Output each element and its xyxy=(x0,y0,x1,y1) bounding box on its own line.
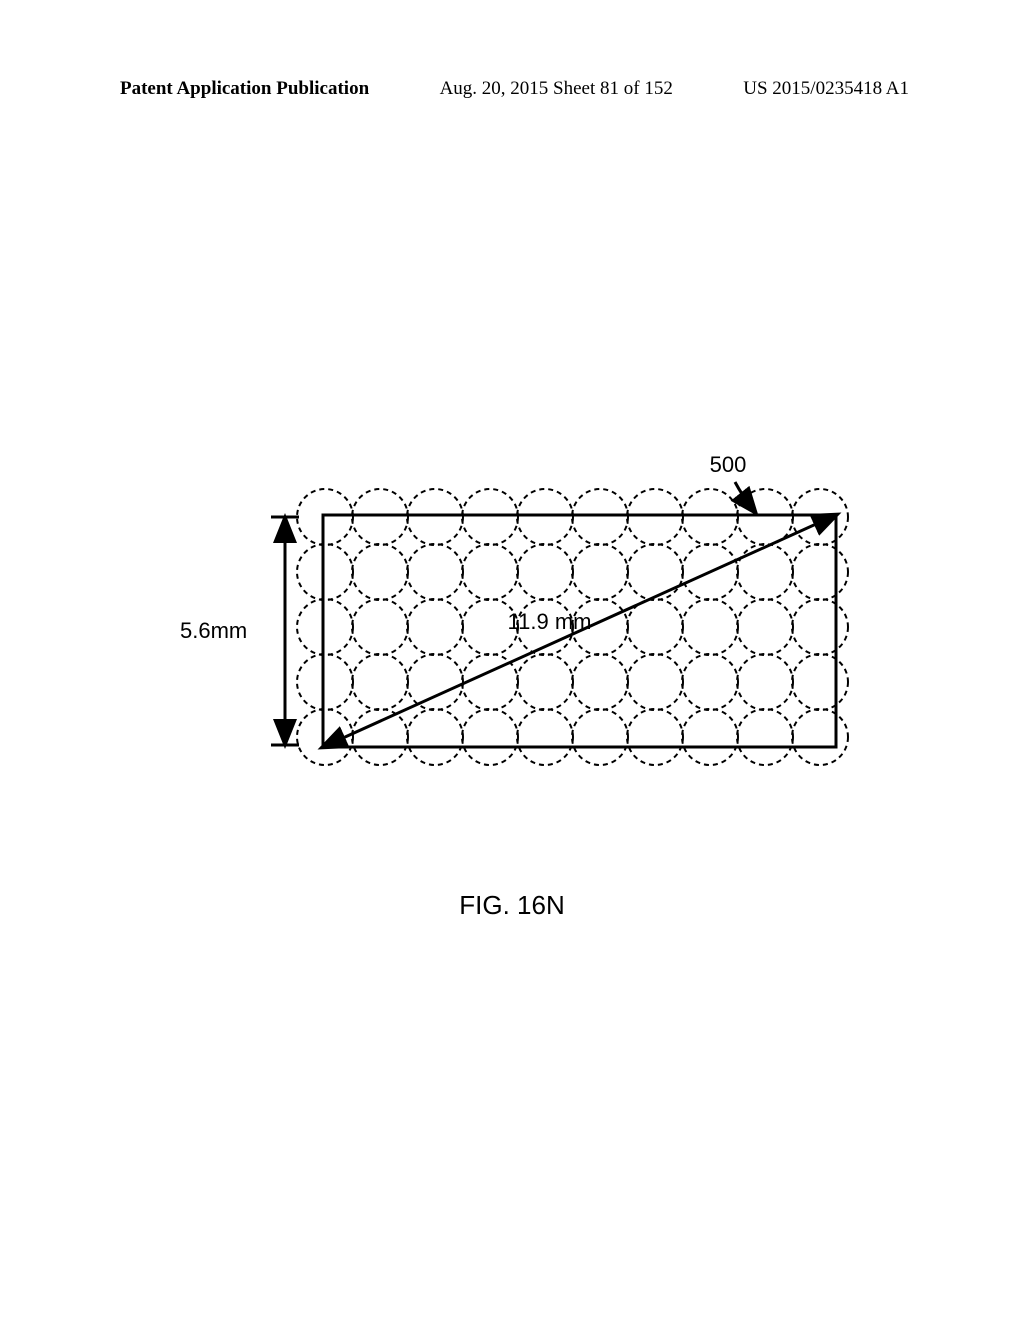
svg-text:500: 500 xyxy=(710,452,747,477)
svg-text:11.9 mm: 11.9 mm xyxy=(508,609,592,634)
page-header: Patent Application Publication Aug. 20, … xyxy=(0,78,1024,100)
height-dimension xyxy=(271,517,299,745)
figure-svg: 5.6mm 11.9 mm 500 xyxy=(180,450,900,790)
figure-caption: FIG. 16N xyxy=(0,890,1024,921)
header-center: Aug. 20, 2015 Sheet 81 of 152 xyxy=(440,78,673,100)
figure-16n: 5.6mm 11.9 mm 500 xyxy=(180,450,900,790)
header-right: US 2015/0235418 A1 xyxy=(743,78,909,100)
svg-text:5.6mm: 5.6mm xyxy=(180,618,247,643)
header-left: Patent Application Publication xyxy=(120,78,369,100)
reference-arrow xyxy=(735,482,755,512)
labels: 5.6mm 11.9 mm 500 xyxy=(180,452,746,643)
